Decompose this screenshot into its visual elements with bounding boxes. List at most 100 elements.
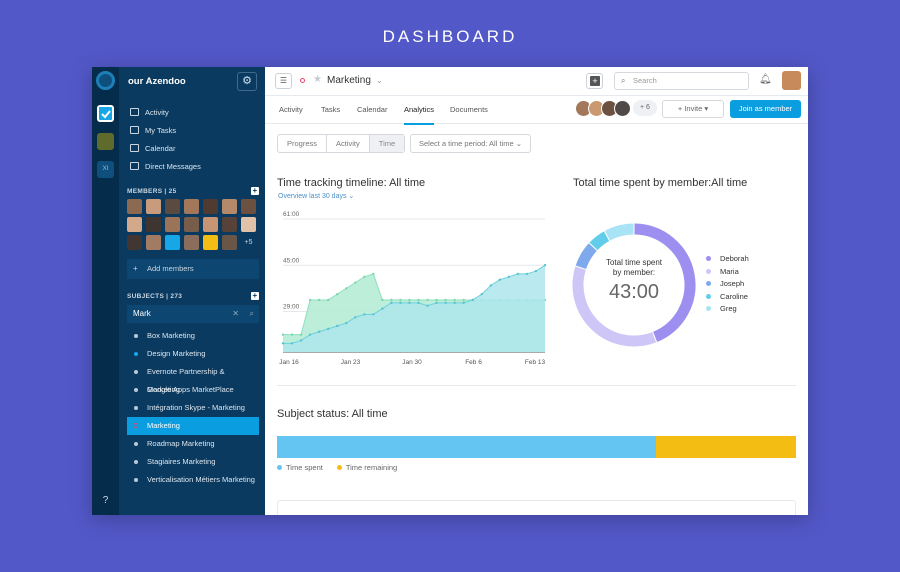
segment-time[interactable]: Time: [369, 135, 405, 152]
add-subject-plus-icon[interactable]: +: [251, 291, 259, 300]
record-icon[interactable]: [300, 78, 305, 83]
chevron-down-icon: ⌄: [513, 139, 523, 148]
sidebar-item-calendar[interactable]: Calendar: [130, 140, 260, 156]
donut-center-label: Total time spent by member:: [605, 258, 663, 277]
messages-icon: [130, 162, 139, 170]
chevron-down-icon: ▾: [702, 104, 709, 113]
invite-button[interactable]: + Invite ▾: [662, 100, 724, 118]
pie-slice[interactable]: [571, 265, 658, 348]
avatar[interactable]: [203, 217, 218, 232]
data-point: [453, 301, 456, 305]
gear-icon[interactable]: ⚙: [237, 72, 257, 91]
plus-icon: +: [590, 76, 600, 86]
sidebar-item-my-tasks[interactable]: My Tasks: [130, 122, 260, 138]
help-icon[interactable]: ?: [102, 495, 109, 506]
members-count[interactable]: + 6: [633, 100, 657, 116]
y-tick-label: 45:00: [283, 257, 300, 264]
avatar[interactable]: [241, 217, 256, 232]
add-members-button[interactable]: + Add members: [127, 259, 259, 279]
workspace-power-icon[interactable]: [97, 133, 114, 150]
subject-item[interactable]: Stagiaires Marketing: [127, 453, 259, 471]
subject-item[interactable]: Box Marketing: [127, 327, 259, 345]
data-point: [281, 333, 285, 336]
avatar[interactable]: [222, 217, 237, 232]
subject-item[interactable]: Roadmap Marketing: [127, 435, 259, 453]
segment-activity[interactable]: Activity: [327, 135, 370, 152]
subject-dot-icon: [134, 388, 138, 392]
search-icon[interactable]: ⌕: [249, 309, 254, 318]
avatar[interactable]: [146, 217, 161, 232]
avatar[interactable]: [165, 235, 180, 250]
data-point: [363, 313, 366, 316]
join-as-member-button[interactable]: Join as member: [730, 100, 801, 118]
avatar[interactable]: [146, 199, 161, 214]
subject-dot-icon: [134, 352, 138, 356]
workspace-check-icon[interactable]: [97, 105, 114, 122]
tab-calendar[interactable]: Calendar: [357, 105, 388, 114]
timeline-range-select[interactable]: Overview last 30 days ⌄: [278, 193, 355, 200]
subject-item-active[interactable]: Marketing: [127, 417, 259, 435]
pie-slice[interactable]: [603, 222, 635, 242]
search-input[interactable]: ⌕ Search: [614, 72, 749, 90]
sidebar-item-label: Direct Messages: [145, 161, 201, 171]
azendoo-logo[interactable]: [96, 71, 115, 90]
legend-dot-icon: [706, 306, 711, 311]
data-point: [471, 298, 474, 302]
status-bar-spent: [277, 436, 656, 458]
sidebar-item-direct-messages[interactable]: Direct Messages: [130, 158, 260, 174]
avatar[interactable]: [184, 199, 199, 214]
avatar[interactable]: [222, 235, 237, 250]
avatar[interactable]: [782, 71, 801, 90]
data-point: [290, 333, 294, 336]
menu-icon[interactable]: ☰: [275, 73, 292, 89]
subject-item[interactable]: Design Marketing: [127, 345, 259, 363]
subject-item[interactable]: Intégration Skype - Marketing: [127, 399, 259, 417]
y-tick-label: 61:00: [283, 211, 300, 218]
avatar[interactable]: [614, 100, 631, 117]
time-period-select[interactable]: Select a time period: All time ⌄: [410, 134, 531, 153]
subject-item[interactable]: Evernote Partnership & Marketing: [127, 363, 259, 394]
data-point: [363, 275, 366, 279]
timeline-chart: 61:00 45:00 29:00 Jan 16 Jan 23 Jan 30 Feb 6 Fe…: [279, 211, 547, 366]
tab-analytics[interactable]: Analytics: [404, 105, 435, 125]
tab-tasks[interactable]: Tasks: [321, 105, 341, 114]
subject-members[interactable]: + 6: [575, 100, 657, 117]
avatar[interactable]: [127, 217, 142, 232]
data-point: [543, 264, 547, 267]
avatar[interactable]: [127, 199, 142, 214]
avatar[interactable]: [146, 235, 161, 250]
donut-center-value: 43:00: [608, 281, 660, 303]
segment-progress[interactable]: Progress: [278, 135, 328, 152]
avatar[interactable]: [203, 199, 218, 214]
data-point: [480, 292, 483, 296]
avatar[interactable]: [165, 217, 180, 232]
tab-activity[interactable]: Activity: [279, 105, 303, 114]
more-members[interactable]: +5: [244, 239, 253, 246]
avatar[interactable]: [165, 199, 180, 214]
bell-icon[interactable]: 🔔︎: [759, 74, 772, 85]
subject-item[interactable]: Verticalisation Métiers Marketing: [127, 471, 259, 489]
clear-icon[interactable]: ✕: [232, 309, 239, 318]
sidebar-item-activity[interactable]: Activity: [130, 104, 260, 120]
chevron-down-icon[interactable]: ⌄: [376, 76, 383, 85]
workspace-xi-icon[interactable]: XI: [97, 161, 114, 178]
data-point: [462, 301, 465, 305]
subject-dot-icon: [134, 406, 138, 410]
avatar[interactable]: [127, 235, 142, 250]
data-point: [462, 298, 465, 302]
data-point: [345, 287, 348, 290]
app-window: XI ? our Azendoo ⚙ Activity My Tasks Cal…: [92, 67, 808, 515]
avatar[interactable]: [222, 199, 237, 214]
subject-item[interactable]: Google Apps MarketPlace: [127, 381, 259, 399]
avatar[interactable]: [203, 235, 218, 250]
subject-title[interactable]: Marketing: [327, 75, 371, 86]
data-point: [381, 307, 384, 310]
tab-documents[interactable]: Documents: [450, 105, 488, 114]
subject-search-input[interactable]: Mark ✕ ⌕: [127, 305, 259, 323]
avatar[interactable]: [184, 217, 199, 232]
avatar[interactable]: [241, 199, 256, 214]
add-button[interactable]: +: [586, 73, 603, 89]
avatar[interactable]: [184, 235, 199, 250]
star-icon[interactable]: ★: [313, 74, 322, 85]
add-member-plus-icon[interactable]: +: [251, 186, 259, 195]
